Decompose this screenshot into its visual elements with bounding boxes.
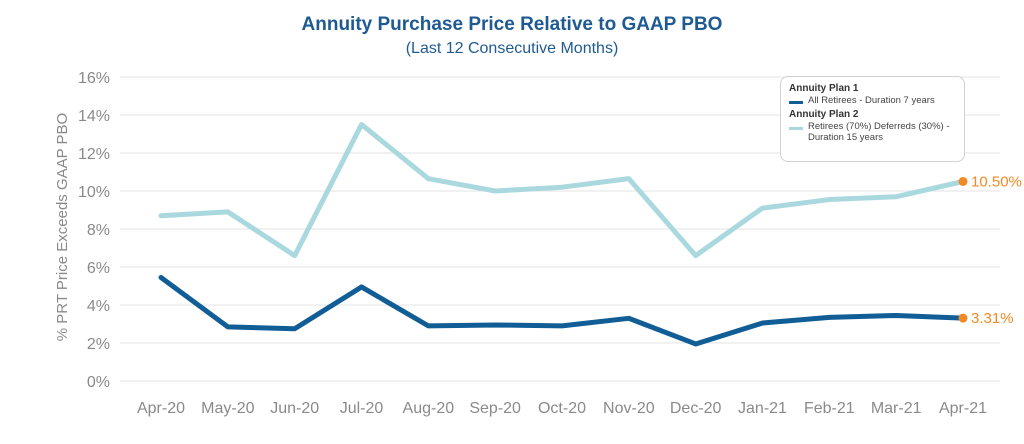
chart-subtitle: (Last 12 Consecutive Months): [405, 40, 619, 57]
x-tick-label: Jan-21: [738, 400, 787, 417]
y-tick-label: 4%: [87, 298, 110, 315]
x-tick-label: Jul-20: [340, 400, 384, 417]
x-axis-ticks: Apr-20 May-20 Jun-20 Jul-20 Aug-20 Sep-20 Oct-…: [137, 400, 987, 417]
y-tick-label: 12%: [78, 146, 110, 163]
y-tick-label: 2%: [87, 336, 110, 353]
y-tick-label: 14%: [78, 108, 110, 125]
series-lines: [158, 122, 966, 347]
end-markers: 10.50% 3.31%: [958, 174, 1022, 327]
legend-plan2-heading: Annuity Plan 2: [789, 109, 859, 120]
end-value-label: 10.50%: [971, 174, 1022, 191]
x-tick-label: Apr-20: [137, 400, 185, 417]
x-tick-label: Nov-20: [603, 400, 655, 417]
end-point-marker: [958, 177, 968, 186]
x-tick-label: Dec-20: [670, 400, 722, 417]
x-tick-label: Aug-20: [403, 400, 455, 417]
x-tick-label: Apr-21: [939, 400, 987, 417]
x-tick-label: Mar-21: [871, 400, 922, 417]
y-tick-label: 8%: [87, 222, 110, 239]
y-tick-label: 10%: [78, 184, 110, 201]
end-point-marker: [958, 313, 968, 323]
legend-text-plan1: All Retirees - Duration 7 years: [808, 95, 935, 106]
y-tick-label: 0%: [87, 374, 110, 391]
x-tick-label: Oct-20: [538, 400, 586, 417]
y-axis-label: % PRT Price Exceeds GAAP PBO: [54, 113, 71, 341]
y-tick-label: 16%: [78, 70, 110, 87]
end-value-label: 3.31%: [971, 310, 1014, 327]
legend: Annuity Plan 1 All Retirees - Duration 7…: [780, 76, 965, 162]
x-tick-label: Feb-21: [804, 400, 855, 417]
series-line-annuity-plan-2: [158, 122, 966, 259]
legend-plan1-heading: Annuity Plan 1: [789, 83, 859, 94]
legend-text-plan2: Retirees (70%) Deferreds (30%) - Duratio…: [808, 121, 950, 143]
legend-item-plan2: Retirees (70%) Deferreds (30%) - Duratio…: [789, 121, 956, 143]
legend-swatch-plan2: [789, 127, 803, 130]
y-tick-label: 6%: [87, 260, 110, 277]
legend-item-plan1: All Retirees - Duration 7 years: [789, 95, 956, 106]
series-line-annuity-plan-1: [158, 274, 966, 347]
chart-title: Annuity Purchase Price Relative to GAAP …: [301, 14, 723, 35]
x-tick-label: Jun-20: [270, 400, 319, 417]
legend-swatch-plan1: [789, 101, 803, 104]
x-tick-label: May-20: [201, 400, 254, 417]
y-axis-ticks: 0% 2% 4% 6% 8% 10% 12% 14% 16%: [78, 70, 110, 391]
x-tick-label: Sep-20: [469, 400, 521, 417]
